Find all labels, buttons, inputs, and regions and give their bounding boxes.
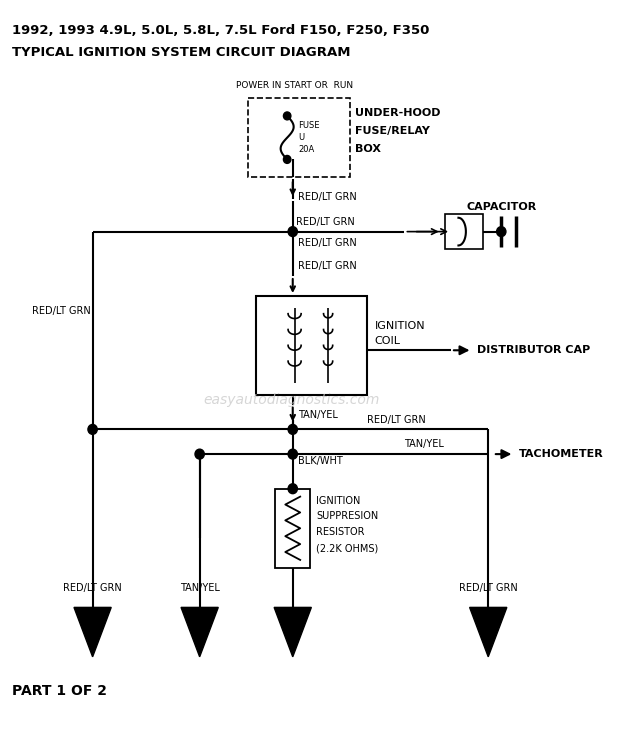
Text: RED/LT GRN: RED/LT GRN: [367, 415, 426, 424]
Text: D: D: [483, 621, 494, 635]
Text: BOX: BOX: [355, 143, 381, 154]
Bar: [248, 98, 350, 177]
Text: BLK/WHT: BLK/WHT: [298, 456, 343, 466]
Text: PART 1 OF 2: PART 1 OF 2: [12, 685, 107, 698]
Circle shape: [288, 424, 297, 434]
Text: TAN/YEL: TAN/YEL: [298, 410, 338, 419]
Bar: [446, 214, 483, 250]
Text: B: B: [194, 621, 205, 635]
Text: CAPACITOR: CAPACITOR: [466, 202, 536, 212]
Circle shape: [195, 449, 205, 459]
Circle shape: [497, 226, 506, 236]
Circle shape: [88, 424, 97, 434]
Text: U: U: [298, 134, 305, 142]
Text: RED/LT GRN: RED/LT GRN: [298, 192, 357, 202]
Text: 1992, 1993 4.9L, 5.0L, 5.8L, 7.5L Ford F150, F250, F350: 1992, 1993 4.9L, 5.0L, 5.8L, 7.5L Ford F…: [12, 24, 429, 37]
Circle shape: [284, 155, 291, 164]
Circle shape: [288, 449, 297, 459]
Text: FUSE: FUSE: [298, 122, 320, 130]
Text: A: A: [87, 621, 98, 635]
Text: C: C: [287, 621, 298, 635]
Text: TYPICAL IGNITION SYSTEM CIRCUIT DIAGRAM: TYPICAL IGNITION SYSTEM CIRCUIT DIAGRAM: [12, 46, 350, 58]
Text: (2.2K OHMS): (2.2K OHMS): [316, 543, 378, 553]
Text: RESISTOR: RESISTOR: [316, 527, 365, 537]
Text: IGNITION: IGNITION: [316, 496, 360, 506]
Polygon shape: [470, 608, 507, 657]
Text: SUPPRESION: SUPPRESION: [316, 512, 378, 521]
Text: DISTRIBUTOR CAP: DISTRIBUTOR CAP: [477, 345, 590, 355]
Text: COIL: COIL: [375, 337, 400, 346]
Polygon shape: [181, 608, 218, 657]
Polygon shape: [74, 608, 111, 657]
Circle shape: [284, 112, 291, 120]
Text: RED/LT GRN: RED/LT GRN: [298, 238, 357, 248]
Circle shape: [288, 484, 297, 494]
Text: 20A: 20A: [298, 145, 315, 154]
Text: TACHOMETER: TACHOMETER: [519, 449, 604, 459]
Text: RED/LT GRN: RED/LT GRN: [459, 583, 518, 592]
Bar: [255, 296, 367, 394]
Circle shape: [288, 226, 297, 236]
Text: RED/LT GRN: RED/LT GRN: [63, 583, 122, 592]
Text: TAN/YEL: TAN/YEL: [404, 440, 444, 449]
Text: FUSE/RELAY: FUSE/RELAY: [355, 126, 430, 136]
Polygon shape: [274, 608, 311, 657]
Text: POWER IN START OR  RUN: POWER IN START OR RUN: [235, 81, 353, 90]
Text: TAN/YEL: TAN/YEL: [180, 583, 219, 592]
Text: easyautodiagnostics.com: easyautodiagnostics.com: [203, 393, 380, 406]
Bar: [275, 489, 310, 568]
Text: UNDER-HOOD: UNDER-HOOD: [355, 108, 441, 118]
Text: RED/LT GRN: RED/LT GRN: [296, 217, 355, 226]
Text: RED/LT GRN: RED/LT GRN: [32, 306, 91, 316]
Text: IGNITION: IGNITION: [375, 320, 425, 331]
Text: RED/LT GRN: RED/LT GRN: [298, 261, 357, 272]
